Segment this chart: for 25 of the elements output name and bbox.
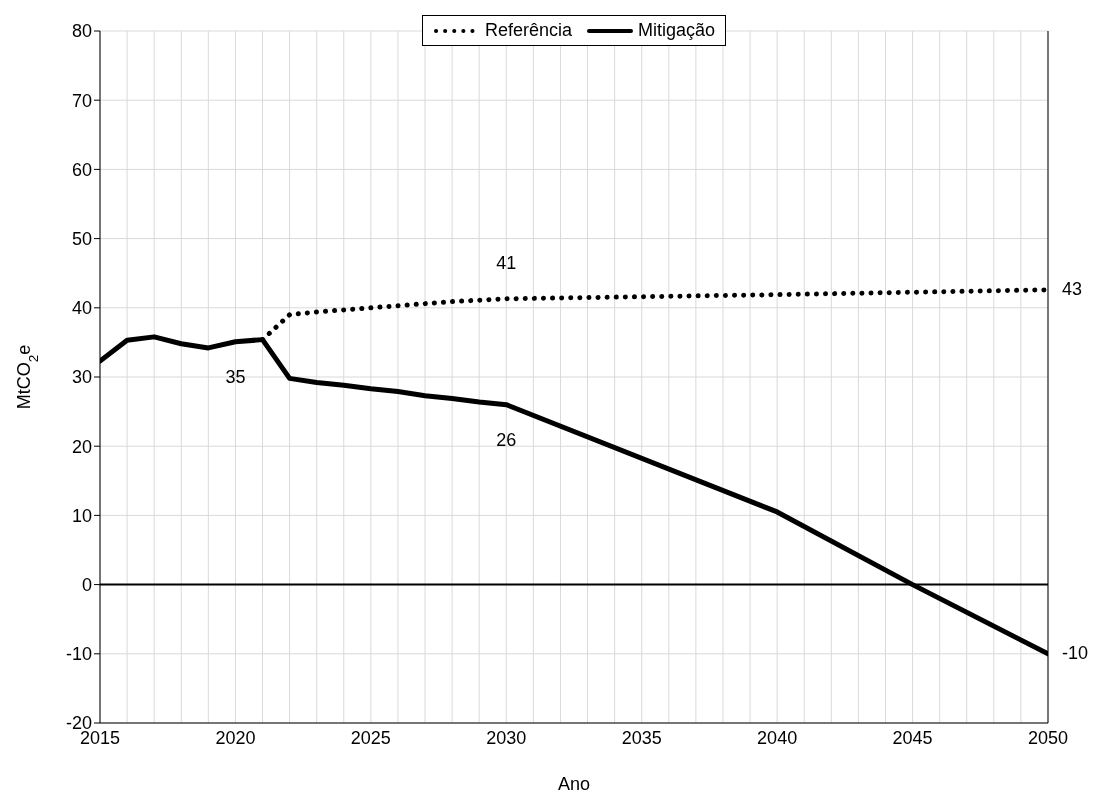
annotation: 43 bbox=[1062, 278, 1083, 299]
legend-label: Mitigação bbox=[637, 20, 716, 41]
x-tick-label: 2020 bbox=[215, 727, 256, 748]
x-tick-label: 2045 bbox=[892, 727, 933, 748]
y-tick-label: 60 bbox=[71, 159, 92, 180]
annotation: 35 bbox=[225, 366, 246, 387]
annotation: 41 bbox=[496, 252, 517, 273]
x-axis-title: Ano bbox=[557, 774, 591, 794]
x-tick-label: 2030 bbox=[486, 727, 527, 748]
y-tick-label: 10 bbox=[71, 505, 92, 526]
y-tick-label: 40 bbox=[71, 298, 92, 319]
x-tick-label: 2040 bbox=[757, 727, 798, 748]
y-tick-label: 0 bbox=[81, 574, 92, 595]
y-tick-label: 50 bbox=[71, 228, 92, 249]
annotation: -10 bbox=[1062, 642, 1089, 663]
x-tick-label: 2025 bbox=[350, 727, 391, 748]
y-tick-label: 30 bbox=[71, 367, 92, 388]
y-tick-label: 20 bbox=[71, 436, 92, 457]
legend-label: Referência bbox=[483, 20, 572, 41]
x-tick-label: 2050 bbox=[1027, 727, 1069, 748]
x-tick-label: 2035 bbox=[621, 727, 662, 748]
annotation: 26 bbox=[496, 429, 517, 450]
y-tick-label: 70 bbox=[71, 90, 92, 111]
y-tick-label: 80 bbox=[71, 21, 92, 42]
y-tick-label: -10 bbox=[65, 644, 92, 665]
